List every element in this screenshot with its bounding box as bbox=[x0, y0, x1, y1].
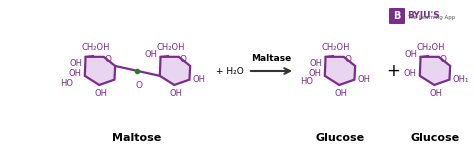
Text: OH: OH bbox=[357, 75, 371, 84]
Text: OH: OH bbox=[95, 89, 108, 98]
Text: O: O bbox=[136, 81, 143, 90]
Text: OH: OH bbox=[404, 69, 417, 78]
Text: HO: HO bbox=[60, 79, 73, 88]
Text: OH: OH bbox=[335, 89, 348, 98]
Text: Maltose: Maltose bbox=[112, 133, 162, 143]
Text: CH₂OH: CH₂OH bbox=[322, 43, 350, 52]
Text: OH: OH bbox=[192, 75, 205, 84]
Text: BYJU'S: BYJU'S bbox=[407, 11, 440, 20]
Text: Glucose: Glucose bbox=[315, 133, 365, 143]
Text: HO: HO bbox=[300, 77, 313, 86]
Text: O: O bbox=[180, 55, 187, 64]
Text: Glucose: Glucose bbox=[410, 133, 460, 143]
Text: B: B bbox=[393, 11, 401, 21]
Text: + H₂O: + H₂O bbox=[216, 66, 244, 76]
Polygon shape bbox=[160, 57, 190, 85]
Text: OH: OH bbox=[405, 50, 418, 59]
Text: O: O bbox=[440, 55, 447, 64]
Polygon shape bbox=[420, 57, 450, 85]
Text: +: + bbox=[386, 62, 400, 80]
Polygon shape bbox=[85, 57, 115, 85]
Text: CH₂OH: CH₂OH bbox=[417, 43, 446, 52]
Text: O: O bbox=[105, 55, 112, 64]
Text: CH₂OH: CH₂OH bbox=[157, 43, 185, 52]
Text: CH₂OH: CH₂OH bbox=[82, 43, 110, 52]
Text: OH: OH bbox=[69, 69, 82, 78]
Text: OH: OH bbox=[70, 59, 82, 68]
Polygon shape bbox=[325, 57, 355, 85]
Text: The Learning App: The Learning App bbox=[407, 15, 455, 20]
Text: Maltase: Maltase bbox=[251, 54, 291, 63]
Text: OH: OH bbox=[309, 69, 322, 78]
Text: OH₁: OH₁ bbox=[453, 75, 469, 84]
Text: OH: OH bbox=[310, 59, 323, 68]
Text: OH: OH bbox=[430, 89, 443, 98]
Text: OH: OH bbox=[170, 89, 183, 98]
FancyBboxPatch shape bbox=[389, 8, 405, 24]
Text: OH: OH bbox=[145, 50, 157, 59]
Text: O: O bbox=[345, 55, 352, 64]
